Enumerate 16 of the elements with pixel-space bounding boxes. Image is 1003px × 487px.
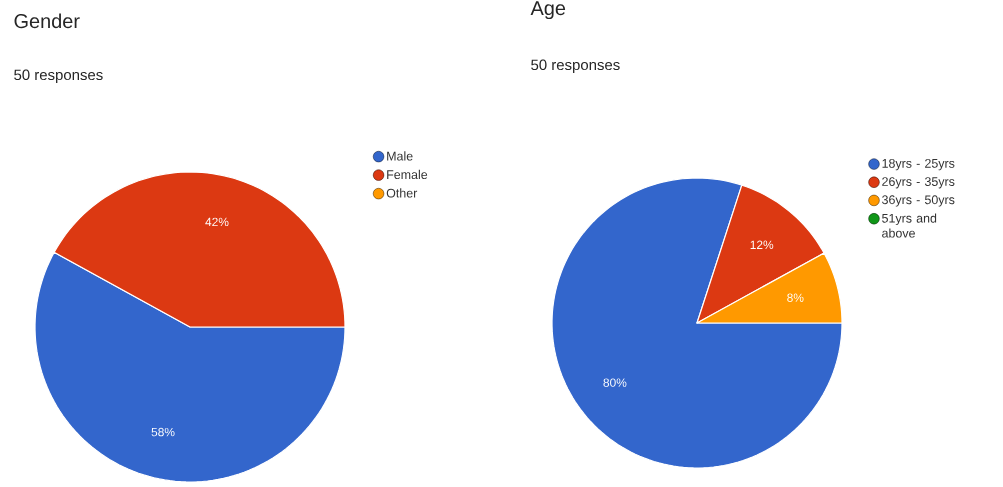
data-label: 8% [787,293,804,302]
chart-title: Gender [14,13,80,29]
chart-subtitle: 50 responses [531,59,620,74]
legend-label: 51yrs and above [882,213,937,238]
data-label: 58% [151,427,175,437]
legend-label: Male [387,151,413,161]
data-label: 42% [205,217,229,227]
legend-label: Female [387,169,428,180]
legend-label: 36yrs - 50yrs [882,195,955,207]
legend-label: 18yrs - 25yrs [882,158,955,171]
legend-label: Other [386,188,418,198]
data-label: 12% [750,240,774,249]
data-label: 80% [603,378,627,387]
chart-subtitle: 50 responses [14,69,103,84]
legend-label: 26yrs - 35yrs [882,177,955,189]
chart-title: Age [530,1,566,20]
